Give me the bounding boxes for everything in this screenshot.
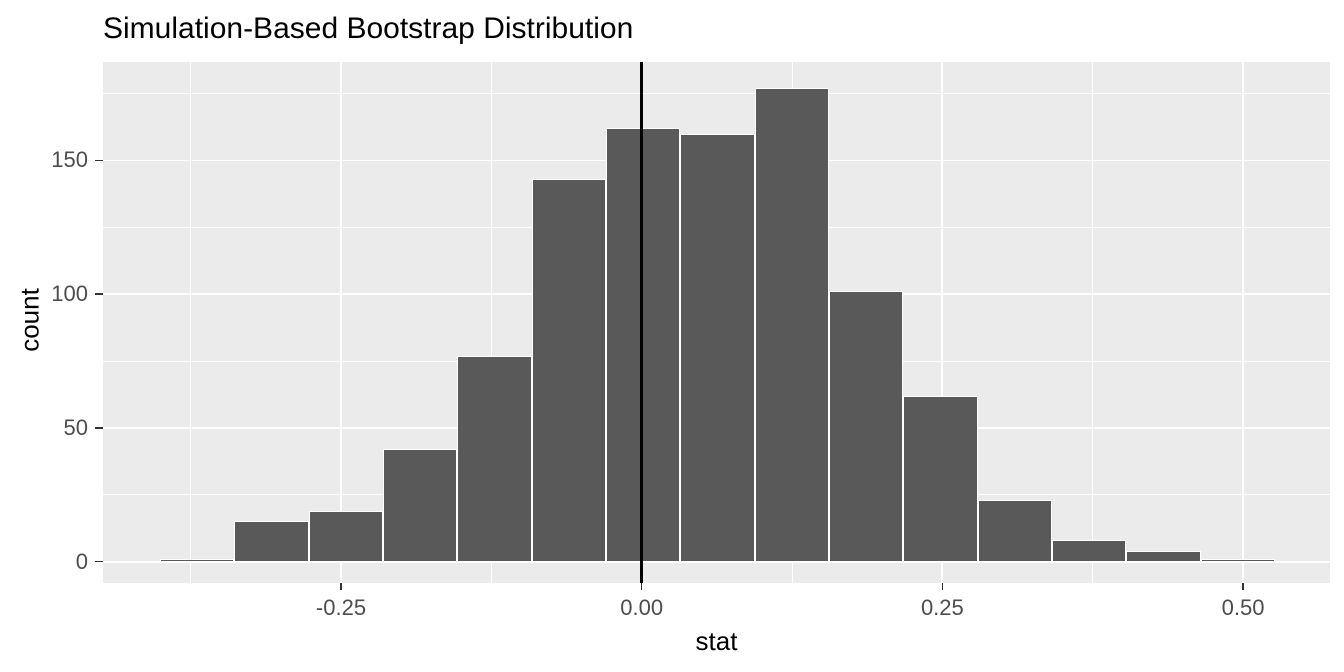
zero-vline <box>640 62 643 583</box>
y-tick-label: 50 <box>63 414 88 440</box>
histogram-bar <box>605 128 681 562</box>
gridline-x-major <box>340 62 342 583</box>
histogram-bar <box>160 558 235 562</box>
y-tick-mark <box>95 560 103 563</box>
gridline-x-major <box>941 62 944 583</box>
plot-panel: -0.25 0.00 0.25 0.50 0 50 100 150 <box>51 62 1330 620</box>
histogram-bar <box>457 355 532 562</box>
plot-title: Simulation-Based Bootstrap Distribution <box>103 12 634 45</box>
histogram-bar <box>382 449 458 562</box>
x-tick-label: 0.00 <box>620 595 664 620</box>
gridline-y-major <box>103 560 1330 563</box>
y-tick-label: 100 <box>51 281 88 307</box>
y-tick-mark <box>95 159 103 162</box>
gridline-x-major <box>1242 62 1244 583</box>
histogram-bar <box>1200 558 1275 562</box>
histogram-bar <box>903 395 978 562</box>
gridline-x-minor <box>490 62 492 583</box>
histogram-bar <box>680 133 755 562</box>
y-tick-mark <box>95 293 103 295</box>
histogram-bar <box>1126 550 1201 562</box>
gridline-y-minor <box>103 93 1330 95</box>
x-tick-label: 0.25 <box>920 595 964 620</box>
histogram-bar <box>828 291 904 562</box>
x-tick-mark <box>340 583 342 590</box>
histogram-bar <box>977 500 1052 562</box>
y-tick-label: 0 <box>75 548 88 574</box>
gridline-x-minor <box>190 62 192 583</box>
y-tick-label: 150 <box>51 147 88 173</box>
x-tick-mark <box>640 583 643 590</box>
y-tick-mark <box>95 427 103 429</box>
histogram-bar <box>531 179 606 562</box>
x-tick-label: -0.25 <box>315 595 367 620</box>
histogram-bar <box>234 521 309 562</box>
gridline-x-minor <box>1092 62 1094 583</box>
histogram-bar <box>308 510 383 562</box>
histogram-bar <box>754 88 829 562</box>
x-axis-title: stat <box>695 626 738 656</box>
x-tick-mark <box>941 583 944 590</box>
histogram-bar <box>1051 540 1127 562</box>
x-tick-mark <box>1242 583 1244 590</box>
x-tick-label: 0.50 <box>1221 595 1265 620</box>
